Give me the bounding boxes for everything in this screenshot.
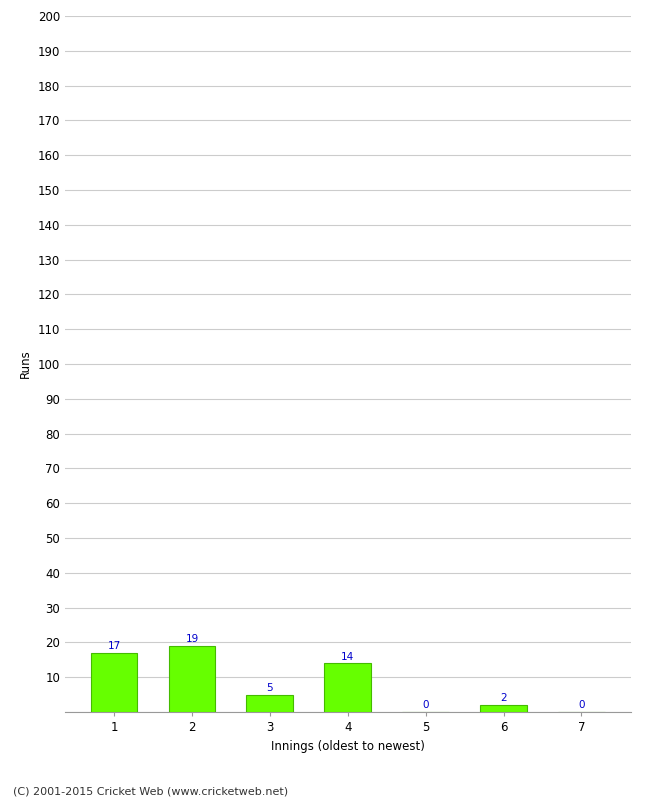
X-axis label: Innings (oldest to newest): Innings (oldest to newest) <box>271 739 424 753</box>
Text: (C) 2001-2015 Cricket Web (www.cricketweb.net): (C) 2001-2015 Cricket Web (www.cricketwe… <box>13 786 288 796</box>
Text: 0: 0 <box>422 700 429 710</box>
Bar <box>324 663 371 712</box>
Y-axis label: Runs: Runs <box>20 350 32 378</box>
Bar <box>168 646 215 712</box>
Bar <box>91 653 137 712</box>
Text: 14: 14 <box>341 651 354 662</box>
Text: 2: 2 <box>500 694 507 703</box>
Text: 0: 0 <box>578 700 585 710</box>
Bar <box>246 694 293 712</box>
Text: 19: 19 <box>185 634 199 644</box>
Bar <box>480 705 527 712</box>
Text: 5: 5 <box>266 683 273 693</box>
Text: 17: 17 <box>107 641 121 651</box>
